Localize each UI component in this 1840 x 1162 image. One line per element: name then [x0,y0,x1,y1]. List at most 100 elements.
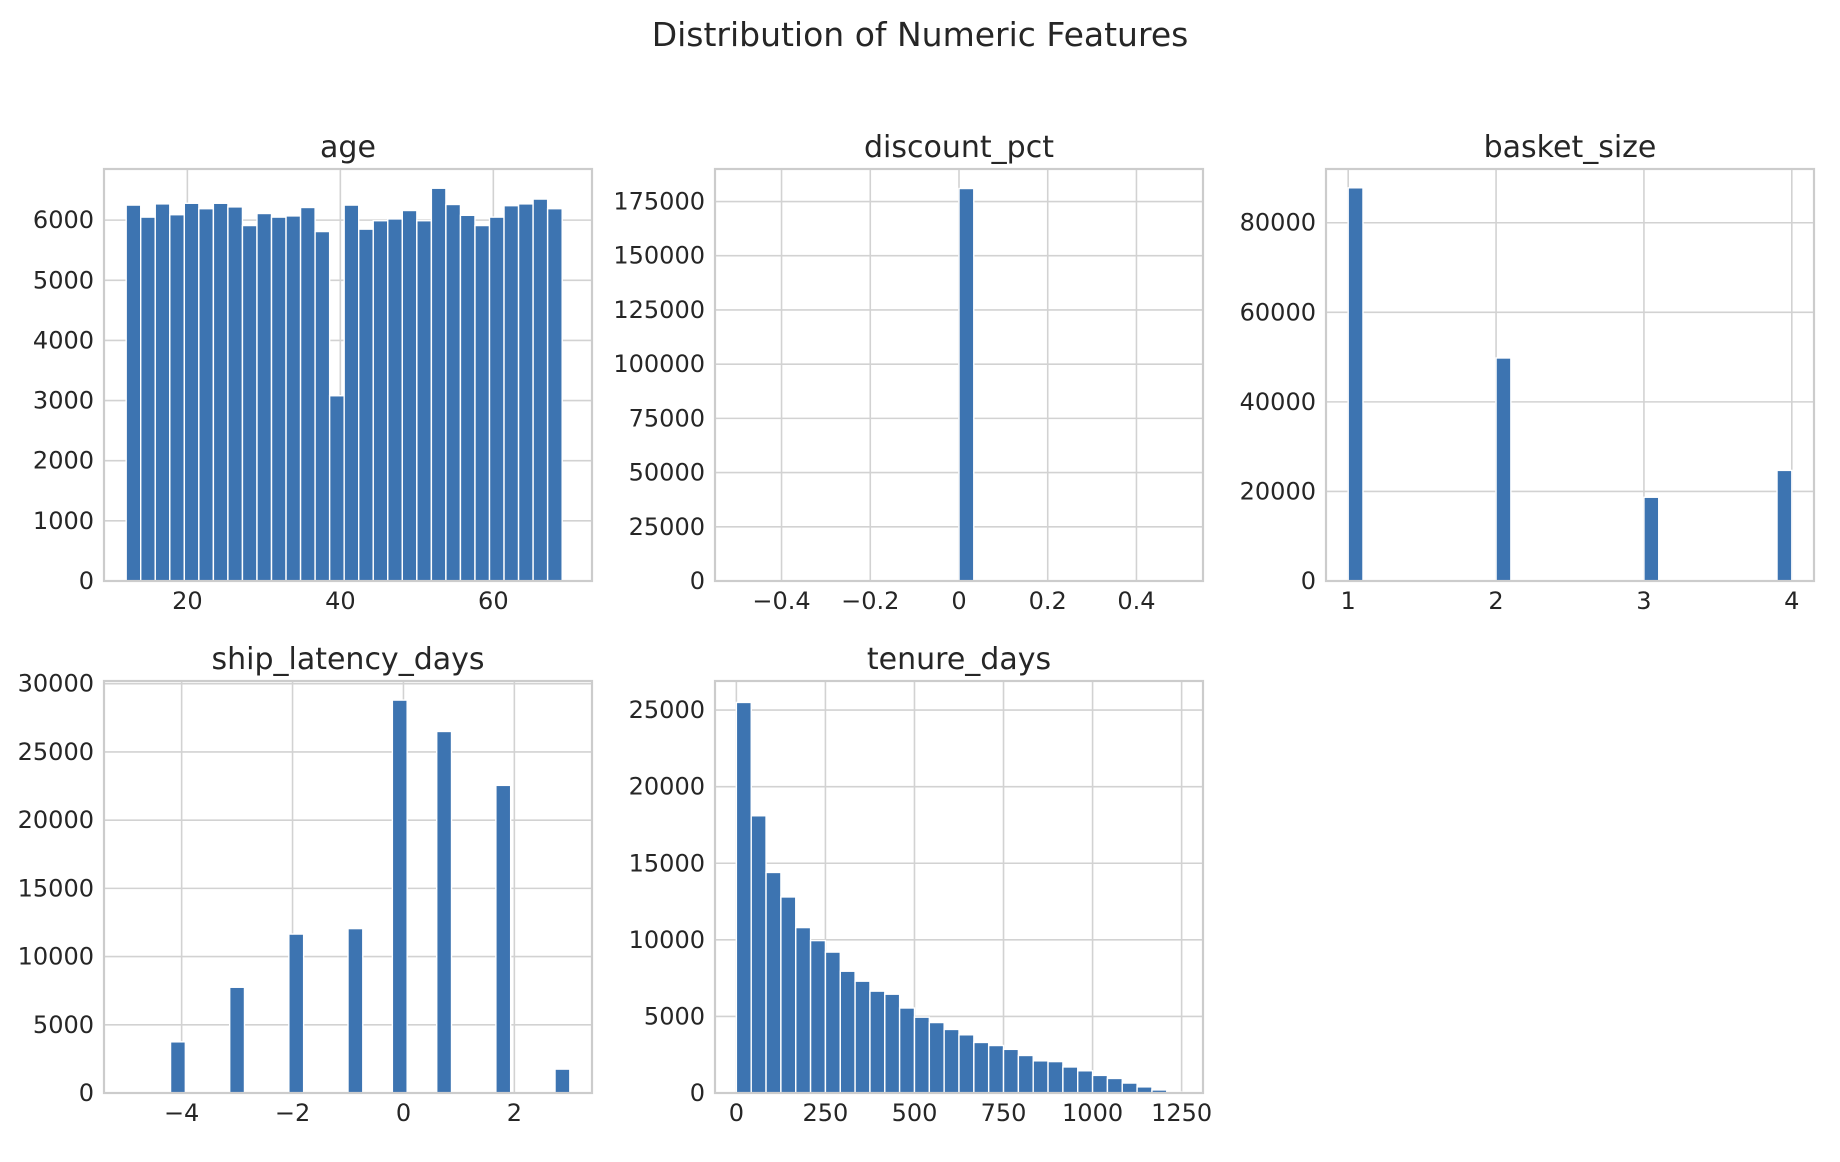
y-tick-label: 6000 [33,206,94,234]
axes-frame [102,679,594,1095]
histogram-bar [391,699,408,1094]
x-tick-label: 0 [396,1099,411,1127]
panel-age: age 20 40 60 0 1000 2000 3000 4000 5000 6000 [33,130,594,615]
y-tick-label: 50000 [629,459,705,487]
histogram-bar [495,784,512,1094]
x-tick-label: 0.2 [1029,587,1067,615]
histogram-bar [958,187,975,582]
x-tick-label: 4 [1784,587,1799,615]
y-tick-label: 60000 [1240,298,1316,326]
x-tick-label: −0.2 [841,587,899,615]
histogram-bar [1047,1060,1064,1094]
axes-frame [1324,167,1816,583]
y-tick-label: 30000 [18,670,94,698]
histogram-bar [869,990,886,1094]
y-tick-label: 0 [79,1079,94,1107]
histogram-bar [532,198,549,582]
panel-title: ship_latency_days [211,642,484,677]
histogram-bar [1776,469,1793,582]
x-tick-label: 2 [507,1099,522,1127]
y-tick-label: 15000 [18,874,94,902]
histogram-bar [839,970,856,1094]
histogram-bar [1091,1074,1109,1094]
y-tick-label: 150000 [613,242,705,270]
histogram-bar [347,927,364,1094]
histogram-bar [943,1028,960,1094]
y-tick-label: 2000 [33,447,94,475]
histogram-bar [459,214,476,582]
histogram-bar [169,214,186,582]
x-tick-label: 60 [478,587,509,615]
y-tick-label: 4000 [33,326,94,354]
histogram-bar [416,220,433,582]
y-tick-label: 5000 [33,266,94,294]
y-tick-label: 40000 [1240,388,1316,416]
axes-frame [102,167,594,583]
histogram-bar [554,1068,571,1094]
histogram-bar [430,187,447,582]
histogram-bar [1106,1077,1123,1094]
histogram-bar [270,216,287,582]
histogram-bar [517,203,534,582]
x-tick-label: 0 [729,1099,744,1127]
histogram-bar [1002,1048,1020,1094]
histogram-bar [1017,1054,1034,1094]
y-tick-label: 10000 [18,943,94,971]
panel-title: age [320,130,376,165]
histogram-bar [1121,1082,1138,1094]
histogram-bar [750,815,767,1094]
y-tick-label: 20000 [18,806,94,834]
histogram-bar [299,206,316,582]
x-tick-label: −2 [275,1099,310,1127]
y-tick-label: 0 [690,567,705,595]
histogram-bar [169,1041,187,1094]
x-tick-label: 40 [325,587,356,615]
histogram-bar [973,1041,990,1094]
axes-frame [713,679,1205,1095]
x-tick-label: 1000 [1062,1099,1123,1127]
histogram-bar [913,1016,931,1094]
panel-ship-latency-days: ship_latency_days −4 −2 0 2 0 5000 10000 15000 20… [18,642,594,1127]
y-tick-label: 0 [690,1079,705,1107]
histogram-bar [987,1044,1005,1094]
x-tick-label: 1 [1341,587,1356,615]
y-tick-label: 15000 [629,849,705,877]
histogram-bar [780,896,797,1094]
x-tick-label: −4 [164,1099,199,1127]
histogram-bar [288,933,305,1094]
panel-title: tenure_days [867,642,1051,677]
histogram-bar [546,207,563,582]
histogram-bar [125,204,142,582]
x-tick-label: 2 [1488,587,1503,615]
y-tick-label: 80000 [1240,209,1316,237]
x-tick-label: 750 [981,1099,1027,1127]
histogram-bar [436,730,453,1094]
histogram-bar [809,939,827,1094]
panel-title: discount_pct [864,130,1054,165]
x-tick-label: 1250 [1151,1099,1212,1127]
histogram-bar [1643,496,1660,582]
histogram-bar [387,218,404,582]
histogram-bar [212,202,229,582]
y-tick-label: 0 [79,567,94,595]
histogram-bar [474,224,491,582]
y-tick-label: 5000 [644,1002,705,1030]
histogram-bar [445,203,462,582]
histogram-bar [256,212,273,582]
y-tick-label: 10000 [629,926,705,954]
histogram-bar [285,215,302,582]
histogram-bar [503,204,520,582]
histogram-bar [401,209,418,582]
histogram-bar [228,986,246,1094]
histogram-bar [898,1007,916,1094]
histogram-bar [1062,1066,1079,1094]
histogram-bar [884,993,901,1094]
panel-tenure-days: tenure_days 0 250 500 750 1000 1250 0 5000 10000 1… [629,642,1213,1127]
panel-basket-size: basket_size 1 2 3 4 0 20000 40000 60000 80000 [1240,130,1816,615]
x-tick-label: 3 [1636,587,1651,615]
histogram-bar [154,203,171,582]
y-tick-label: 25000 [629,513,705,541]
y-tick-label: 175000 [613,188,705,216]
